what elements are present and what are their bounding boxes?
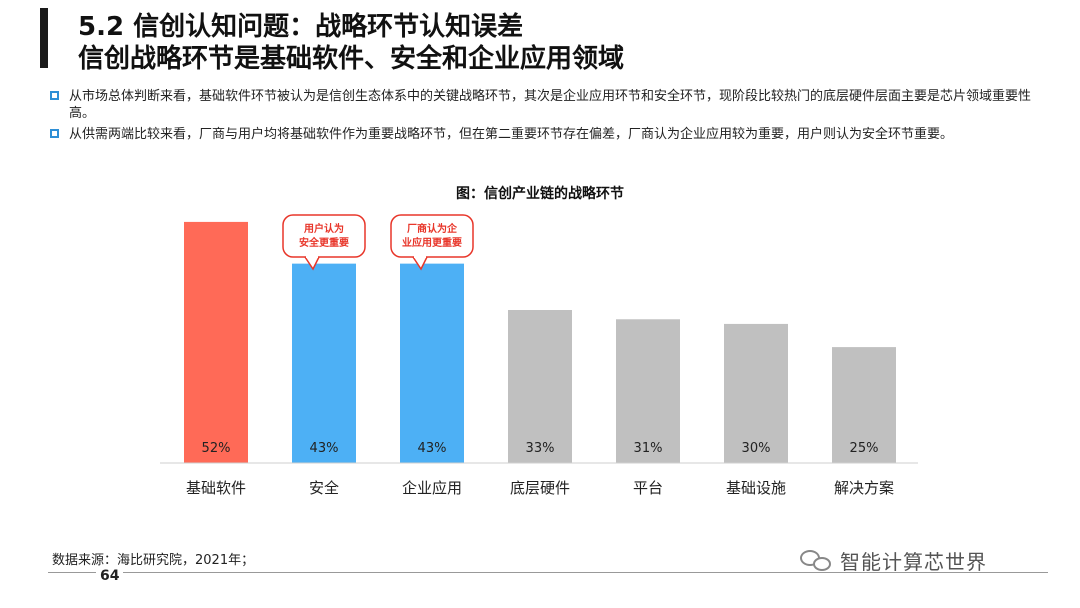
bar-value-label: 30% bbox=[742, 441, 771, 456]
bar-value-label: 31% bbox=[634, 441, 663, 456]
page-number: 64 bbox=[96, 568, 124, 584]
annotation-bubble bbox=[390, 214, 474, 258]
annotation-text: 安全更重要 bbox=[299, 236, 349, 249]
category-label: 底层硬件 bbox=[510, 479, 570, 497]
bar bbox=[292, 263, 356, 463]
bar bbox=[400, 263, 464, 463]
data-source: 数据来源：海比研究院，2021年； bbox=[52, 553, 255, 568]
page-title: 5.2 信创认知问题：战略环节认知误差 bbox=[78, 12, 524, 42]
bullet-item: 从市场总体判断来看，基础软件环节被认为是信创生态体系中的关键战略环节，其次是企业… bbox=[50, 88, 1040, 122]
page-subtitle: 信创战略环节是基础软件、安全和企业应用领域 bbox=[78, 44, 625, 74]
bar bbox=[616, 319, 680, 463]
annotation-bubble bbox=[282, 214, 366, 258]
bar-value-label: 52% bbox=[202, 441, 231, 456]
bullet-text: 从供需两端比较来看，厂商与用户均将基础软件作为重要战略环节，但在第二重要环节存在… bbox=[69, 127, 954, 142]
watermark: 智能计算芯世界 bbox=[800, 546, 987, 575]
wechat-icon bbox=[800, 548, 834, 574]
bullet-square-icon bbox=[50, 91, 59, 100]
category-label: 企业应用 bbox=[402, 479, 462, 497]
watermark-text: 智能计算芯世界 bbox=[840, 550, 987, 574]
annotation-bubble-tail bbox=[412, 256, 428, 271]
bar bbox=[724, 323, 788, 463]
bullet-square-icon bbox=[50, 129, 59, 138]
bar bbox=[508, 310, 572, 463]
bullet-text: 从市场总体判断来看，基础软件环节被认为是信创生态体系中的关键战略环节，其次是企业… bbox=[69, 89, 1032, 121]
bar-value-label: 25% bbox=[850, 441, 879, 456]
category-label: 基础设施 bbox=[726, 479, 786, 497]
bar-value-label: 43% bbox=[310, 441, 339, 456]
chart-title: 图：信创产业链的战略环节 bbox=[456, 186, 624, 202]
bullet-item: 从供需两端比较来看，厂商与用户均将基础软件作为重要战略环节，但在第二重要环节存在… bbox=[50, 126, 1040, 143]
title-accent-bar bbox=[40, 8, 48, 68]
footer-divider bbox=[48, 572, 1048, 573]
annotation-bubble-tail bbox=[304, 256, 320, 271]
annotation-text: 业应用更重要 bbox=[402, 236, 462, 249]
bar-value-label: 33% bbox=[526, 441, 555, 456]
bullet-list: 从市场总体判断来看，基础软件环节被认为是信创生态体系中的关键战略环节，其次是企业… bbox=[50, 88, 1040, 147]
category-label: 安全 bbox=[309, 479, 339, 497]
bar bbox=[832, 347, 896, 463]
bar-value-label: 43% bbox=[418, 441, 447, 456]
bar bbox=[184, 221, 248, 463]
annotation-text: 厂商认为企 bbox=[407, 222, 458, 235]
category-label: 基础软件 bbox=[186, 479, 246, 497]
annotation-text: 用户认为 bbox=[303, 222, 344, 235]
category-label: 平台 bbox=[633, 479, 663, 497]
category-label: 解决方案 bbox=[834, 479, 894, 497]
